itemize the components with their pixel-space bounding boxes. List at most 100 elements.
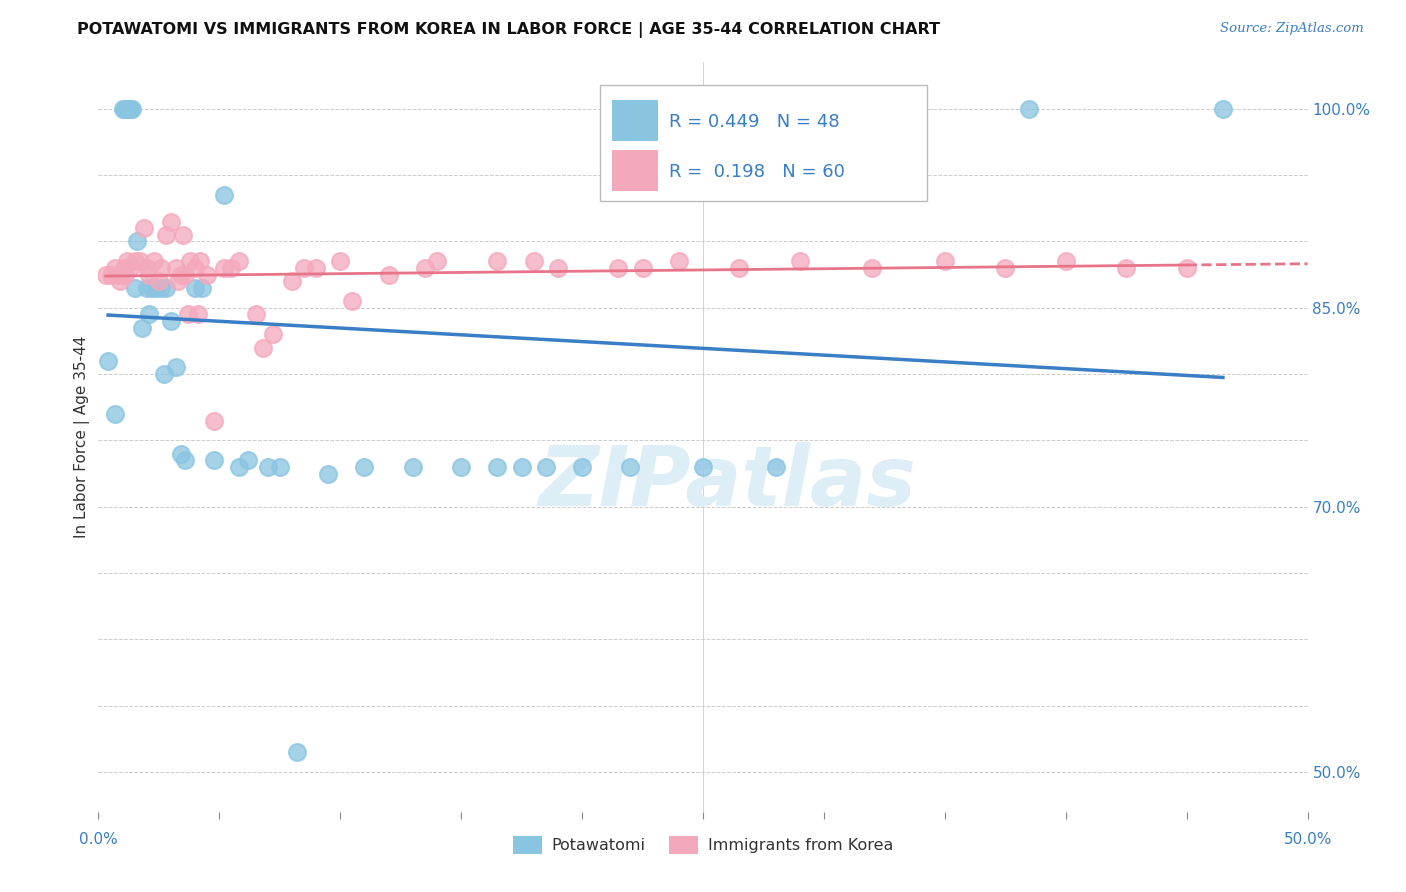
Point <box>292 260 315 275</box>
Point <box>195 268 218 282</box>
Point <box>114 268 136 282</box>
FancyBboxPatch shape <box>613 150 658 191</box>
Point <box>138 307 160 321</box>
Point <box>117 102 139 116</box>
Point <box>118 260 141 275</box>
Point <box>212 260 235 275</box>
Point <box>607 260 630 275</box>
Point <box>174 268 197 282</box>
Point <box>111 102 134 116</box>
Point <box>115 102 138 116</box>
Point <box>179 254 201 268</box>
Point <box>305 260 328 275</box>
Point <box>97 354 120 368</box>
Point <box>174 453 197 467</box>
Point <box>160 214 183 228</box>
Point <box>143 254 166 268</box>
Point <box>486 459 509 474</box>
Point <box>127 235 149 249</box>
Point <box>94 268 117 282</box>
Point <box>169 447 191 461</box>
Point <box>114 102 136 116</box>
Point <box>402 459 425 474</box>
Point <box>212 188 235 202</box>
Legend: Potawatomi, Immigrants from Korea: Potawatomi, Immigrants from Korea <box>506 830 900 860</box>
FancyBboxPatch shape <box>613 100 658 141</box>
Point <box>1018 102 1040 116</box>
Point <box>728 260 751 275</box>
Point <box>138 268 160 282</box>
Point <box>100 268 122 282</box>
Point <box>1175 260 1198 275</box>
Point <box>118 102 141 116</box>
Point <box>112 260 135 275</box>
Point <box>238 453 260 467</box>
Point <box>789 254 811 268</box>
Point <box>104 407 127 421</box>
Point <box>1212 102 1234 116</box>
Point <box>150 260 173 275</box>
Point <box>155 281 177 295</box>
Point <box>187 307 209 321</box>
Point <box>134 221 156 235</box>
Point <box>252 341 274 355</box>
Point <box>228 459 250 474</box>
Text: R =  0.198   N = 60: R = 0.198 N = 60 <box>669 163 845 181</box>
Text: 0.0%: 0.0% <box>79 831 118 847</box>
Point <box>112 102 135 116</box>
Point <box>145 281 167 295</box>
Point <box>160 314 183 328</box>
Text: POTAWATOMI VS IMMIGRANTS FROM KOREA IN LABOR FORCE | AGE 35-44 CORRELATION CHART: POTAWATOMI VS IMMIGRANTS FROM KOREA IN L… <box>77 22 941 38</box>
Point <box>285 745 308 759</box>
Point <box>228 254 250 268</box>
Point <box>108 274 131 288</box>
Point <box>1054 254 1077 268</box>
Point <box>107 268 129 282</box>
Point <box>571 459 593 474</box>
Point <box>135 260 157 275</box>
Point <box>619 459 641 474</box>
Point <box>131 320 153 334</box>
Point <box>269 459 291 474</box>
Point <box>534 459 557 474</box>
Point <box>204 453 226 467</box>
Point <box>172 227 194 242</box>
Point <box>117 254 139 268</box>
Point <box>860 102 883 116</box>
Point <box>124 254 146 268</box>
Point <box>150 281 173 295</box>
Point <box>353 459 375 474</box>
Point <box>120 102 142 116</box>
Point <box>316 467 339 481</box>
Point <box>121 102 143 116</box>
FancyBboxPatch shape <box>600 85 927 201</box>
Point <box>329 254 352 268</box>
Point <box>765 459 787 474</box>
Point <box>256 459 278 474</box>
Y-axis label: In Labor Force | Age 35-44: In Labor Force | Age 35-44 <box>75 336 90 538</box>
Point <box>692 459 714 474</box>
Point <box>377 268 399 282</box>
Point <box>450 459 472 474</box>
Point <box>631 260 654 275</box>
Point <box>165 260 187 275</box>
Point <box>118 102 141 116</box>
Point <box>124 281 146 295</box>
Text: 50.0%: 50.0% <box>1284 831 1331 847</box>
Point <box>204 413 226 427</box>
Point <box>104 260 127 275</box>
Point <box>281 274 304 288</box>
Point <box>547 260 569 275</box>
Point <box>141 281 163 295</box>
Point <box>188 254 211 268</box>
Point <box>668 254 690 268</box>
Point <box>413 260 436 275</box>
Point <box>510 459 533 474</box>
Text: R = 0.449   N = 48: R = 0.449 N = 48 <box>669 112 839 130</box>
Point <box>934 254 956 268</box>
Point <box>523 254 546 268</box>
Point <box>167 274 190 288</box>
Point <box>155 227 177 242</box>
Point <box>169 268 191 282</box>
Text: ZIPatlas: ZIPatlas <box>538 442 917 523</box>
